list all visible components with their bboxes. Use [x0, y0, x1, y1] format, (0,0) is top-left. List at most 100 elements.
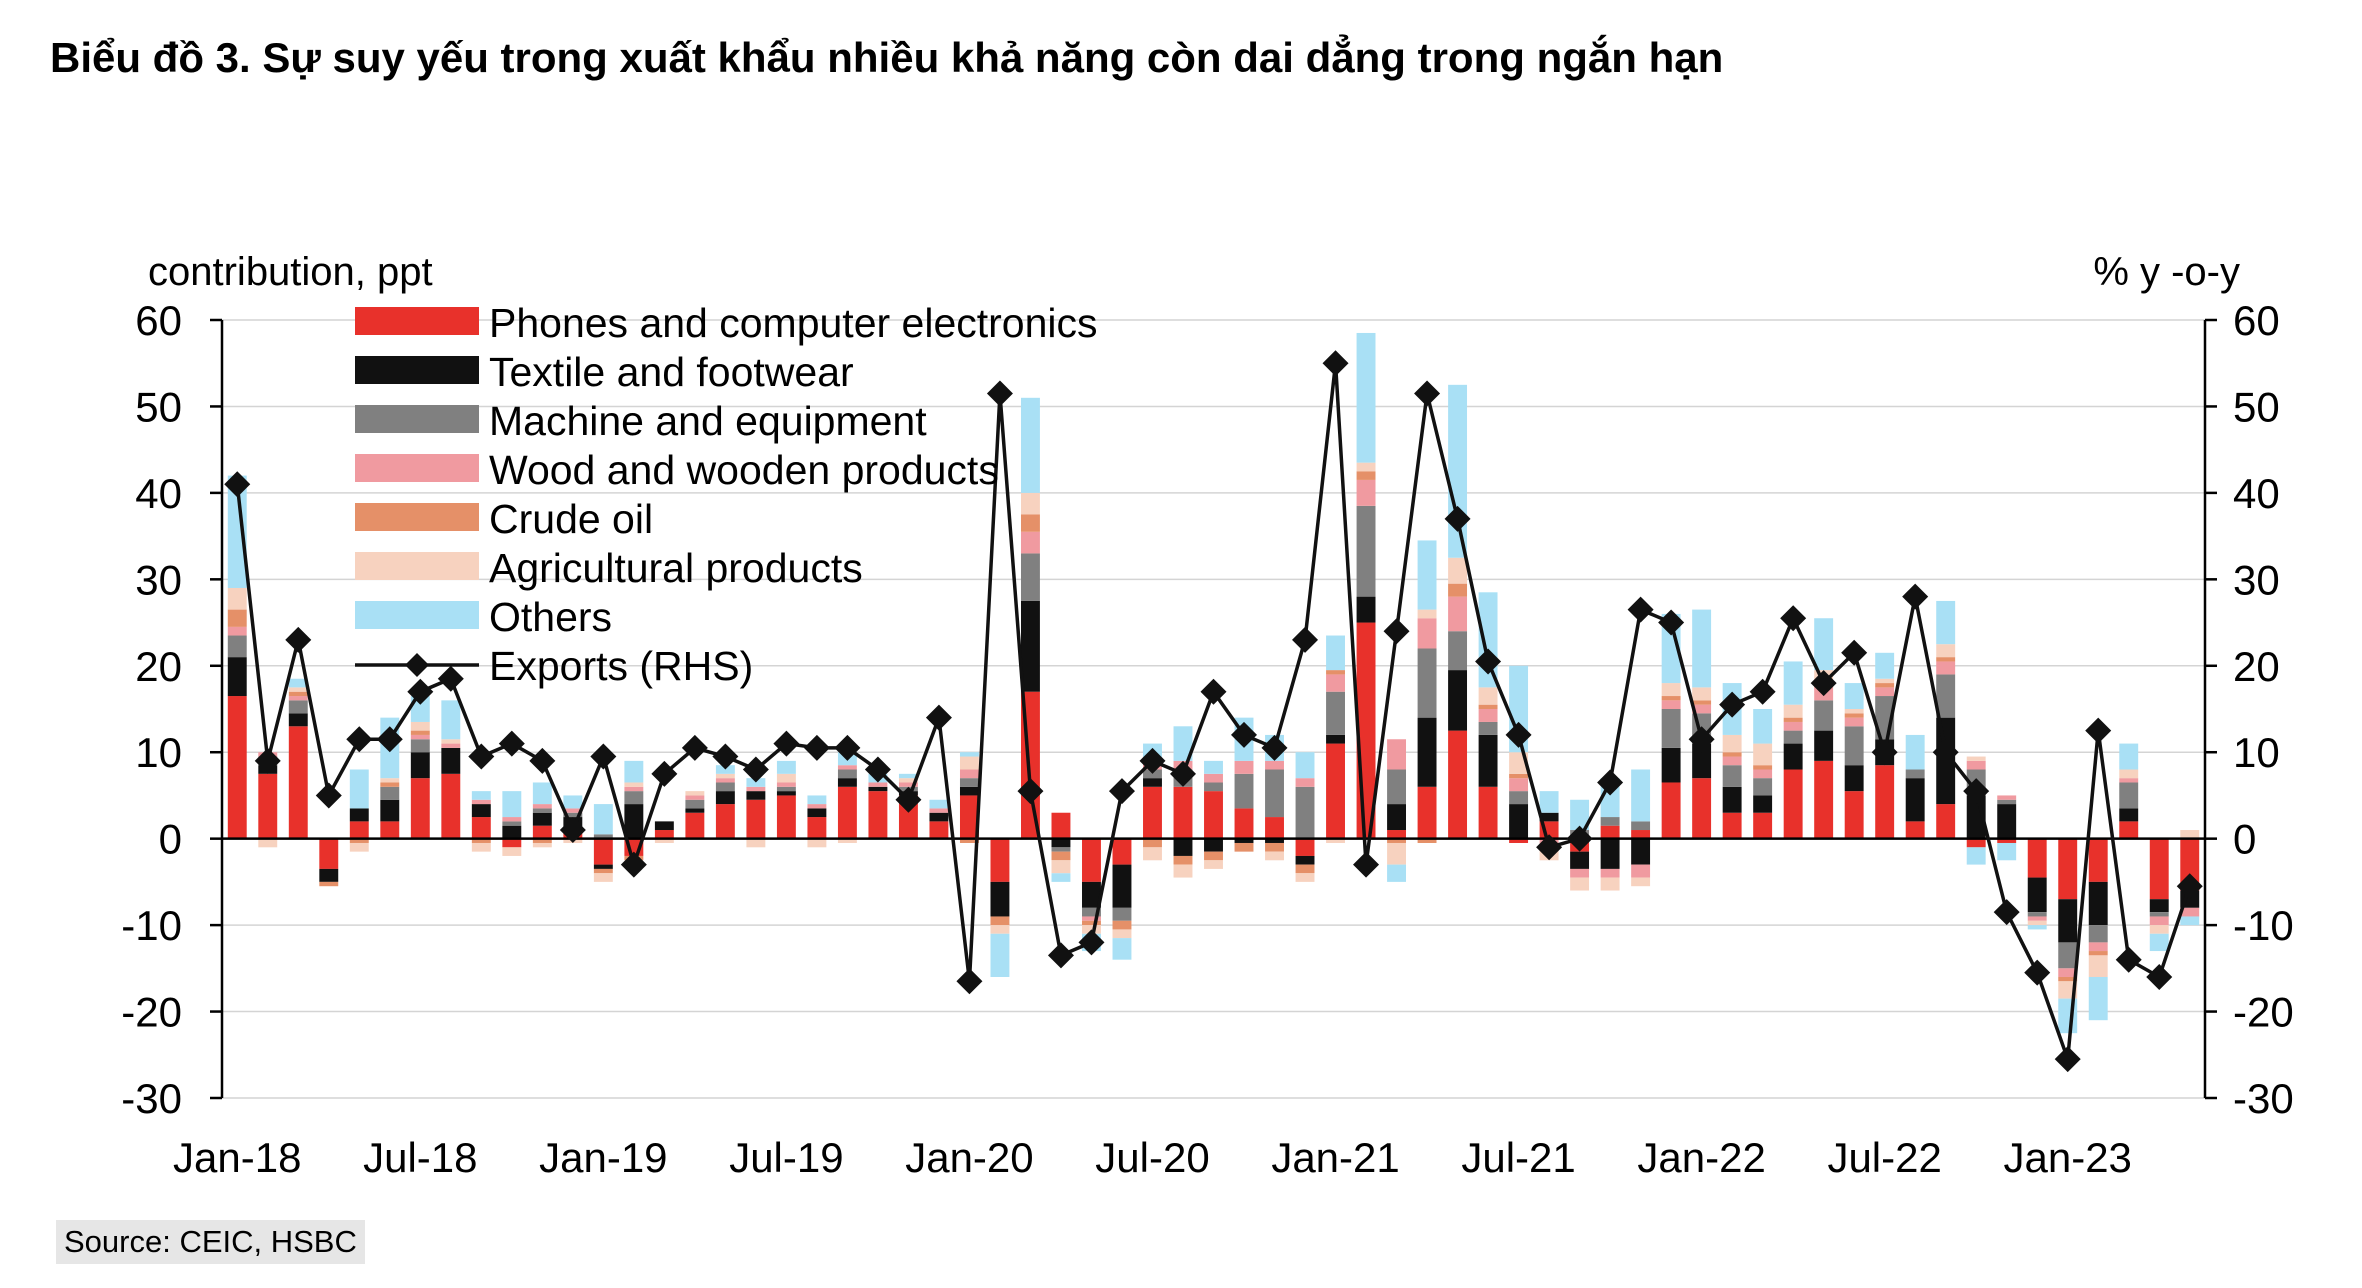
- bar-segment-textile-and-footwear: [1356, 596, 1376, 623]
- exports-point: [498, 730, 525, 757]
- bar-segment-wood-and-wooden-products: [1753, 769, 1773, 779]
- bar-segment-textile-and-footwear: [1661, 747, 1681, 783]
- bar-segment-machine-and-equipment: [1112, 907, 1132, 921]
- legend-label: Crude oil: [489, 496, 653, 542]
- bar-segment-others: [1539, 791, 1559, 813]
- bar-segment-crude-oil: [1661, 696, 1681, 701]
- bar-segment-wood-and-wooden-products: [1844, 717, 1864, 727]
- exports-point: [1292, 626, 1319, 653]
- bar-segment-crude-oil: [593, 868, 613, 874]
- bar-segment-machine-and-equipment: [593, 834, 613, 839]
- bar-segment-others: [2119, 743, 2139, 770]
- left-tick-label: -10: [121, 902, 182, 949]
- bar-segment-machine-and-equipment: [1204, 782, 1223, 792]
- legend-label: Agricultural products: [489, 545, 863, 591]
- x-tick-label: Jul-21: [1461, 1134, 1575, 1181]
- bar-segment-phones-and-computer-electronics: [1387, 830, 1407, 839]
- bar-segment-phones-and-computer-electronics: [1112, 838, 1132, 865]
- bar-segment-wood-and-wooden-products: [1356, 479, 1376, 506]
- bar-segment-machine-and-equipment: [2058, 942, 2078, 969]
- exports-point: [376, 726, 403, 753]
- bar-segment-crude-oil: [1783, 717, 1803, 722]
- bar-segment-textile-and-footwear: [1539, 812, 1559, 822]
- bar-segment-phones-and-computer-electronics: [837, 786, 857, 839]
- legend-swatch: [355, 356, 479, 384]
- bar-segment-others: [1387, 864, 1407, 882]
- bar-segment-agricultural-products: [1783, 704, 1803, 718]
- bar-segment-phones-and-computer-electronics: [1661, 782, 1681, 839]
- bar-segment-wood-and-wooden-products: [1234, 760, 1254, 774]
- bar-segment-wood-and-wooden-products: [1265, 760, 1284, 770]
- bar-segment-phones-and-computer-electronics: [410, 778, 430, 839]
- bar-segment-crude-oil: [1020, 514, 1040, 532]
- exports-point: [1017, 778, 1044, 805]
- bar-segment-phones-and-computer-electronics: [1265, 817, 1284, 839]
- bar-segment-others: [1936, 600, 1956, 645]
- bar-segment-crude-oil: [1387, 838, 1407, 843]
- exports-point: [2146, 963, 2173, 990]
- bar-segment-others: [2149, 933, 2169, 952]
- x-tick-label: Jan-19: [539, 1134, 667, 1181]
- bar-segment-agricultural-products: [2088, 955, 2108, 977]
- bar-segment-others: [1997, 842, 2017, 861]
- bar-segment-agricultural-products: [1112, 929, 1132, 939]
- bar-segment-others: [441, 700, 461, 740]
- bar-segment-phones-and-computer-electronics: [471, 817, 491, 839]
- bar-segment-machine-and-equipment: [1661, 709, 1681, 748]
- bar-segment-textile-and-footwear: [1173, 838, 1193, 856]
- bar-segment-agricultural-products: [2180, 830, 2200, 839]
- bar-segment-phones-and-computer-electronics: [868, 791, 888, 839]
- bar-segment-others: [227, 475, 247, 588]
- right-tick-label: 20: [2233, 643, 2280, 690]
- bar-segment-textile-and-footwear: [624, 804, 644, 839]
- bar-segment-others: [2180, 916, 2200, 926]
- exports-point: [2054, 1046, 2081, 1073]
- bar-segment-agricultural-products: [1600, 877, 1620, 891]
- bar-segment-crude-oil: [1204, 851, 1223, 861]
- exports-point: [1993, 899, 2020, 926]
- bar-segment-crude-oil: [349, 838, 369, 843]
- bar-segment-crude-oil: [1295, 864, 1315, 874]
- bar-segment-agricultural-products: [1356, 462, 1376, 472]
- bar-segment-machine-and-equipment: [959, 778, 979, 787]
- bar-segment-wood-and-wooden-products: [1783, 721, 1803, 731]
- bar-segment-machine-and-equipment: [715, 782, 735, 792]
- bar-segment-wood-and-wooden-products: [1600, 868, 1620, 878]
- bar-segment-machine-and-equipment: [837, 769, 857, 779]
- bar-segment-others: [1295, 752, 1315, 779]
- bar-segment-textile-and-footwear: [654, 821, 674, 831]
- bar-segment-machine-and-equipment: [1020, 553, 1040, 601]
- bar-segment-wood-and-wooden-products: [2180, 907, 2200, 917]
- bar-segment-agricultural-products: [1692, 687, 1712, 701]
- bar-segment-others: [2088, 976, 2108, 1021]
- bar-segment-machine-and-equipment: [380, 786, 400, 800]
- bar-segment-phones-and-computer-electronics: [532, 825, 552, 839]
- x-tick-label: Jan-20: [905, 1134, 1033, 1181]
- bar-segment-wood-and-wooden-products: [2058, 968, 2078, 977]
- bar-segment-phones-and-computer-electronics: [319, 838, 339, 869]
- exports-point: [986, 380, 1013, 407]
- right-tick-label: -10: [2233, 902, 2294, 949]
- left-tick-label: 30: [135, 556, 182, 603]
- bar-segment-crude-oil: [1692, 700, 1712, 705]
- exports-point: [742, 756, 769, 783]
- bar-segment-agricultural-products: [227, 587, 247, 610]
- bar-segment-wood-and-wooden-products: [1082, 916, 1101, 921]
- bar-segment-agricultural-products: [807, 838, 827, 848]
- exports-point: [1353, 851, 1380, 878]
- bar-segment-textile-and-footwear: [1417, 717, 1437, 787]
- exports-point: [1749, 678, 1776, 705]
- bar-segment-phones-and-computer-electronics: [258, 773, 278, 839]
- exports-point: [2115, 946, 2142, 973]
- bar-segment-phones-and-computer-electronics: [1783, 769, 1803, 839]
- right-tick-label: 40: [2233, 470, 2280, 517]
- legend-label: Wood and wooden products: [489, 447, 999, 493]
- bar-segment-others: [1173, 726, 1193, 761]
- bar-segment-machine-and-equipment: [1844, 726, 1864, 766]
- bar-segment-textile-and-footwear: [532, 812, 552, 826]
- legend-label: Textile and footwear: [489, 349, 854, 395]
- bar-segment-crude-oil: [1936, 657, 1956, 662]
- x-tick-label: Jan-21: [1271, 1134, 1399, 1181]
- exports-point: [1688, 726, 1715, 753]
- exports-point: [1566, 825, 1593, 852]
